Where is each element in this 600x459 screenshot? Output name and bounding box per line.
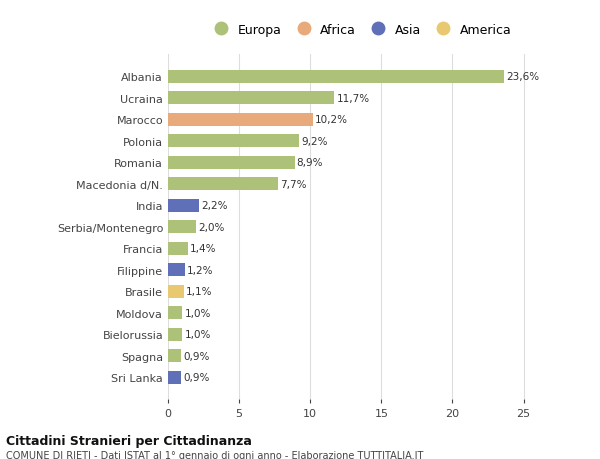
Bar <box>168 199 199 212</box>
Text: 9,2%: 9,2% <box>301 136 328 146</box>
Bar <box>168 285 184 298</box>
Text: 1,0%: 1,0% <box>184 308 211 318</box>
Text: 10,2%: 10,2% <box>315 115 348 125</box>
Bar <box>168 92 334 105</box>
Text: 23,6%: 23,6% <box>506 72 539 82</box>
Text: 8,9%: 8,9% <box>297 158 323 168</box>
Legend: Europa, Africa, Asia, America: Europa, Africa, Asia, America <box>205 20 515 40</box>
Bar <box>168 371 181 384</box>
Bar <box>168 328 182 341</box>
Text: 2,2%: 2,2% <box>202 201 228 211</box>
Text: 0,9%: 0,9% <box>183 351 209 361</box>
Text: 1,0%: 1,0% <box>184 330 211 339</box>
Bar <box>168 113 313 127</box>
Bar <box>168 242 188 255</box>
Text: 0,9%: 0,9% <box>183 372 209 382</box>
Bar <box>168 349 181 362</box>
Text: 1,1%: 1,1% <box>186 286 212 297</box>
Text: Cittadini Stranieri per Cittadinanza: Cittadini Stranieri per Cittadinanza <box>6 434 252 447</box>
Bar <box>168 307 182 319</box>
Bar <box>168 157 295 169</box>
Text: 1,2%: 1,2% <box>187 265 214 275</box>
Bar <box>168 178 278 191</box>
Bar <box>168 263 185 276</box>
Text: 1,4%: 1,4% <box>190 244 217 254</box>
Bar <box>168 221 196 234</box>
Text: COMUNE DI RIETI - Dati ISTAT al 1° gennaio di ogni anno - Elaborazione TUTTITALI: COMUNE DI RIETI - Dati ISTAT al 1° genna… <box>6 450 424 459</box>
Bar <box>168 135 299 148</box>
Text: 2,0%: 2,0% <box>199 222 225 232</box>
Text: 11,7%: 11,7% <box>337 94 370 104</box>
Text: 7,7%: 7,7% <box>280 179 306 189</box>
Bar <box>168 71 503 84</box>
